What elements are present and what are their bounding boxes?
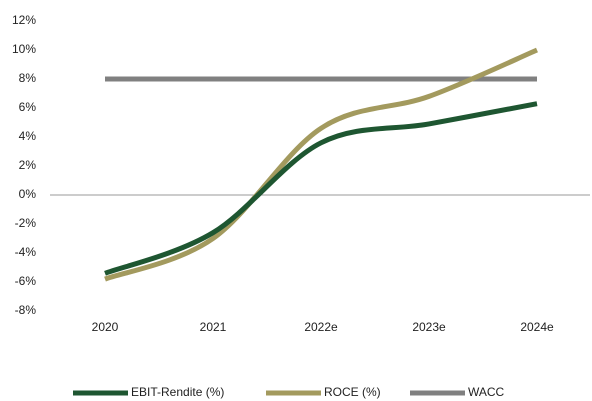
y-tick-label: 2% <box>19 158 37 172</box>
series-line <box>104 101 538 276</box>
x-tick-label: 2021 <box>200 320 227 334</box>
y-tick-label: 8% <box>19 71 37 85</box>
y-tick-label: -2% <box>15 216 37 230</box>
series-line <box>104 47 538 282</box>
x-tick-label: 2024e <box>520 320 554 334</box>
x-tick-label: 2020 <box>92 320 119 334</box>
y-tick-label: 10% <box>12 42 36 56</box>
legend-label: ROCE (%) <box>324 385 381 399</box>
x-tick-label: 2022e <box>304 320 338 334</box>
y-tick-label: 0% <box>19 187 37 201</box>
y-tick-label: 4% <box>19 129 37 143</box>
y-tick-label: -8% <box>15 303 37 317</box>
legend-label: EBIT-Rendite (%) <box>131 385 224 399</box>
x-tick-label: 2023e <box>412 320 446 334</box>
y-tick-label: -6% <box>15 274 37 288</box>
y-tick-label: -4% <box>15 245 37 259</box>
y-tick-label: 12% <box>12 13 36 27</box>
legend-label: WACC <box>468 385 505 399</box>
y-tick-label: 6% <box>19 100 37 114</box>
